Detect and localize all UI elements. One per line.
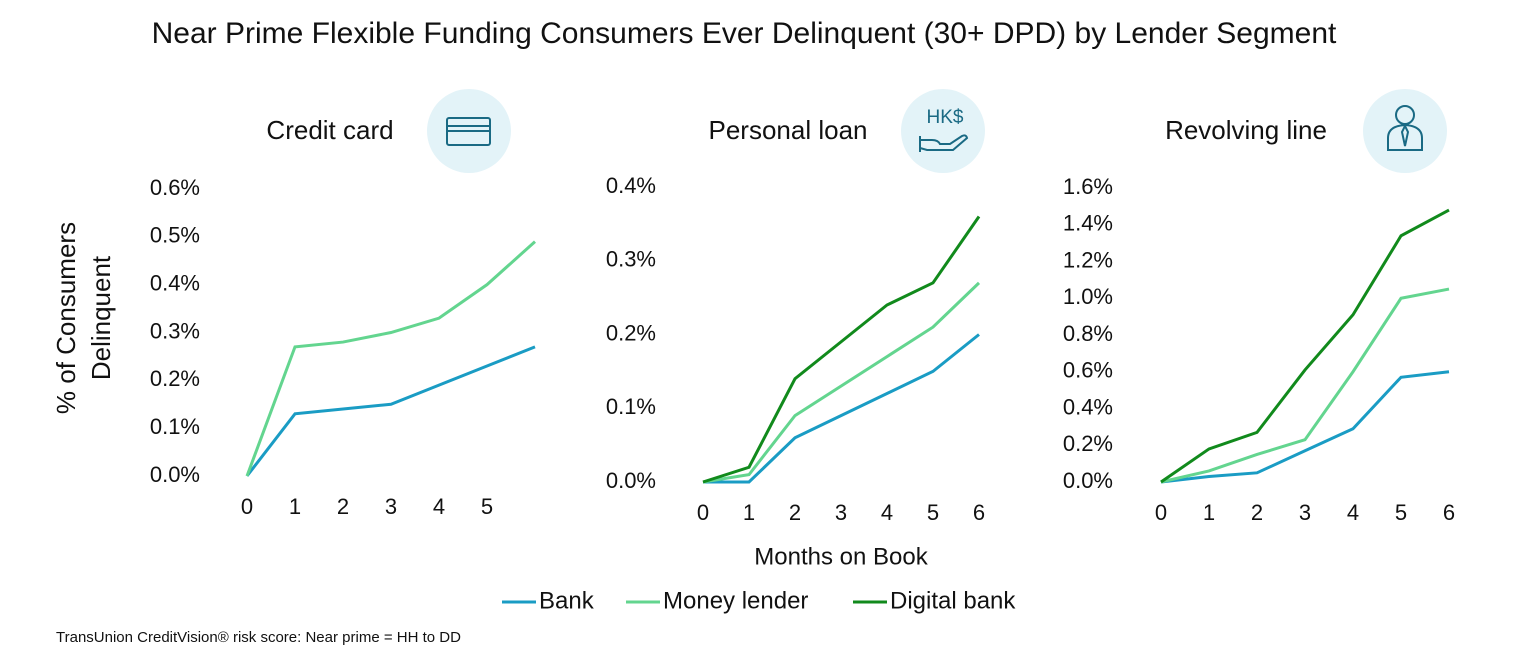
y-tick-label: 0.4% [150, 270, 200, 295]
y-tick-label: 0.1% [606, 394, 656, 419]
x-tick-label: 5 [1395, 500, 1407, 525]
y-tick-label: 0.4% [1063, 394, 1113, 419]
y-tick-label: 0.4% [606, 173, 656, 198]
x-tick-label: 6 [973, 500, 985, 525]
y-tick-label: 1.4% [1063, 211, 1113, 236]
x-tick-label: 4 [433, 494, 445, 519]
x-tick-label: 0 [1155, 500, 1167, 525]
x-tick-label: 5 [481, 494, 493, 519]
y-tick-label: 0.8% [1063, 321, 1113, 346]
y-tick-label: 0.0% [1063, 468, 1113, 493]
y-axis-label: Delinquent [86, 255, 116, 380]
series-line [1160, 208, 1450, 484]
y-tick-label: 0.3% [606, 247, 656, 272]
x-axis-label: Months on Book [754, 543, 928, 570]
series-line [702, 281, 981, 484]
y-tick-label: 1.2% [1063, 247, 1113, 272]
legend-label: Money lender [663, 587, 808, 614]
x-tick-label: 3 [385, 494, 397, 519]
series-line [1160, 370, 1450, 484]
footnote: TransUnion CreditVision® risk score: Nea… [56, 629, 461, 646]
x-tick-label: 2 [1251, 500, 1263, 525]
panel-title: Personal loan [709, 115, 868, 145]
icon-card [427, 89, 511, 173]
y-axis-label: % of Consumers [51, 222, 81, 414]
y-tick-label: 0.2% [606, 320, 656, 345]
icon-person [1363, 89, 1447, 173]
y-tick-label: 0.0% [150, 462, 200, 487]
series-line [1160, 287, 1450, 484]
x-tick-label: 0 [697, 500, 709, 525]
y-tick-label: 0.3% [150, 318, 200, 343]
chart-title: Near Prime Flexible Funding Consumers Ev… [152, 17, 1337, 50]
series-line [245, 240, 537, 477]
x-tick-label: 4 [1347, 500, 1359, 525]
y-tick-label: 0.5% [150, 223, 200, 248]
x-tick-label: 1 [1203, 500, 1215, 525]
x-tick-label: 3 [1299, 500, 1311, 525]
x-tick-label: 6 [1443, 500, 1455, 525]
x-tick-label: 4 [881, 500, 893, 525]
series-line [245, 345, 536, 477]
icon-label: HK$ [927, 107, 964, 128]
x-tick-label: 2 [789, 500, 801, 525]
y-tick-label: 0.2% [150, 366, 200, 391]
legend-label: Digital bank [890, 587, 1016, 614]
y-tick-label: 0.6% [150, 175, 200, 200]
y-tick-label: 0.1% [150, 414, 200, 439]
x-tick-label: 1 [289, 494, 301, 519]
panel-title: Credit card [266, 115, 393, 145]
x-tick-label: 3 [835, 500, 847, 525]
y-tick-label: 1.6% [1063, 174, 1113, 199]
legend-label: Bank [539, 587, 595, 614]
icon-loan: HK$ [901, 89, 985, 173]
x-tick-label: 1 [743, 500, 755, 525]
series-line [703, 333, 980, 484]
x-tick-label: 2 [337, 494, 349, 519]
panel-title: Revolving line [1165, 115, 1327, 145]
series-line [702, 215, 981, 484]
x-tick-label: 0 [241, 494, 253, 519]
y-tick-label: 1.0% [1063, 284, 1113, 309]
y-tick-label: 0.6% [1063, 358, 1113, 383]
y-tick-label: 0.0% [606, 468, 656, 493]
y-tick-label: 0.2% [1063, 431, 1113, 456]
x-tick-label: 5 [927, 500, 939, 525]
